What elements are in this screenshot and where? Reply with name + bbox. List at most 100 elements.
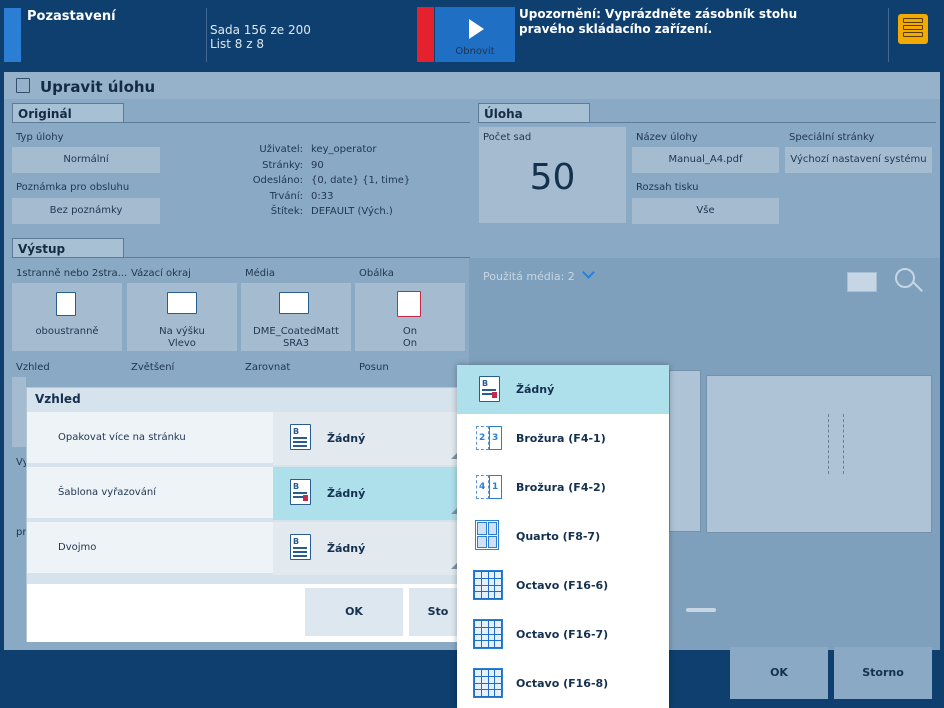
page-title: Upravit úlohu	[40, 78, 156, 96]
queue-server-icon[interactable]	[898, 14, 928, 44]
document-icon: B	[290, 479, 311, 505]
divider	[478, 122, 936, 123]
option-quarto-f8-7[interactable]: Quarto (F8-7)	[457, 512, 669, 561]
octavo-icon	[473, 619, 503, 649]
tab-original[interactable]: Originál	[12, 103, 124, 122]
edit-icon	[16, 78, 30, 93]
layout-tile[interactable]	[12, 377, 26, 447]
octavo-icon	[473, 668, 503, 698]
binding-orientation: Na výšku	[159, 326, 205, 337]
dialog-title: Vzhled	[35, 392, 81, 406]
resume-label: Obnovit	[455, 46, 495, 57]
panel-header: Upravit úlohu	[4, 72, 940, 99]
option-octavo-f16-7[interactable]: Octavo (F16-7)	[457, 610, 669, 659]
special-pages-field[interactable]: Výchozí nastavení systému	[785, 147, 932, 173]
dialog-footer: OK Sto	[27, 584, 467, 642]
option-none[interactable]: B Žádný	[457, 365, 669, 414]
zoom-icon[interactable]	[895, 268, 915, 288]
cover-tile[interactable]: On On	[355, 283, 465, 351]
truncated-label: pr	[16, 527, 27, 538]
double-label: Dvojmo	[58, 542, 97, 553]
cover-label: Obálka	[359, 268, 394, 279]
layout-dialog: Vzhled Opakovat více na stránku B Žádný …	[26, 387, 467, 642]
front-cover-value: On	[402, 326, 418, 337]
sides-tile[interactable]: oboustranně	[12, 283, 122, 351]
double-row: Dvojmo B Žádný	[27, 520, 467, 575]
dropdown-corner-icon	[451, 508, 457, 514]
binding-icon	[167, 292, 197, 314]
double-value: Žádný	[327, 542, 366, 555]
set-progress: Sada 156 ze 200	[210, 23, 311, 37]
print-range-field[interactable]: Vše	[632, 198, 779, 224]
option-label: Brožura (F4-1)	[516, 432, 606, 445]
operator-note-label: Poznámka pro obsluhu	[16, 182, 130, 193]
media-name: DME_CoatedMatt	[253, 326, 339, 337]
repeat-select[interactable]: B Žádný	[273, 412, 463, 465]
dropdown-corner-icon	[451, 563, 457, 569]
document-icon: B	[479, 376, 500, 402]
imposition-row: Šablona vyřazování B Žádný	[27, 465, 467, 520]
binding-edge-label: Vázací okraj	[131, 268, 191, 279]
tab-job[interactable]: Úloha	[478, 103, 590, 122]
info-key-pages: Stránky:	[262, 159, 303, 171]
zoom-label: Zvětšení	[131, 362, 175, 373]
job-name-field[interactable]: Manual_A4.pdf	[632, 147, 779, 173]
cancel-button[interactable]: Storno	[834, 647, 932, 699]
option-label: Brožura (F4-2)	[516, 481, 606, 494]
repeat-row: Opakovat více na stránku B Žádný	[27, 410, 467, 465]
resume-button[interactable]: Obnovit	[435, 7, 515, 62]
info-duration: 0:33	[311, 190, 334, 202]
preview-marks	[828, 414, 844, 474]
play-icon	[469, 19, 484, 39]
option-octavo-f16-8[interactable]: Octavo (F16-8)	[457, 659, 669, 708]
book-view-icon[interactable]	[847, 272, 877, 292]
status-accent	[4, 8, 21, 62]
job-name-label: Název úlohy	[636, 132, 698, 143]
top-status-bar: Pozastavení Sada 156 ze 200 List 8 z 8 O…	[0, 0, 944, 70]
operator-note-field[interactable]: Bez poznámky	[12, 198, 160, 224]
job-info-keys: Uživatel: Stránky: Odesláno: Trvání: Ští…	[200, 142, 303, 220]
imposition-select[interactable]: B Žádný	[273, 467, 463, 520]
option-label: Octavo (F16-8)	[516, 677, 609, 690]
info-user: key_operator	[311, 144, 377, 155]
info-key-sent: Odesláno:	[252, 175, 303, 186]
truncated-label: Vy	[16, 457, 29, 468]
double-select[interactable]: B Žádný	[273, 522, 463, 575]
option-label: Žádný	[516, 383, 555, 396]
option-octavo-f16-6[interactable]: Octavo (F16-6)	[457, 561, 669, 610]
imposition-value: Žádný	[327, 487, 366, 500]
repeat-label: Opakovat více na stránku	[58, 432, 186, 443]
duplex-icon	[56, 292, 76, 316]
media-icon	[279, 292, 309, 314]
cover-icon	[397, 291, 421, 317]
info-key-label: Štítek:	[270, 206, 303, 217]
ok-button[interactable]: OK	[730, 647, 828, 699]
preview-page-right	[706, 375, 932, 533]
layout-label: Vzhled	[16, 362, 50, 373]
sets-value: 50	[529, 157, 576, 198]
media-tile[interactable]: DME_CoatedMatt SRA3	[241, 283, 351, 351]
document-icon: B	[290, 424, 311, 450]
imposition-label: Šablona vyřazování	[58, 487, 156, 498]
media-used-toggle[interactable]: Použitá média: 2	[483, 266, 596, 283]
divider	[12, 122, 470, 123]
print-range-label: Rozsah tisku	[636, 182, 699, 193]
option-label: Octavo (F16-6)	[516, 579, 609, 592]
sides-value: oboustranně	[35, 326, 99, 337]
job-type-label: Typ úlohy	[16, 132, 64, 143]
sides-label: 1stranně nebo 2stra...	[16, 268, 128, 279]
job-type-field[interactable]: Normální	[12, 147, 160, 173]
dialog-ok-button[interactable]: OK	[305, 588, 403, 636]
octavo-icon	[473, 570, 503, 600]
tab-output[interactable]: Výstup	[12, 238, 124, 257]
sets-count-tile[interactable]: Počet sad 50	[479, 127, 626, 223]
alert-indicator	[417, 7, 434, 62]
binding-edge-tile[interactable]: Na výšku Vlevo	[127, 283, 237, 351]
preview-page-left	[669, 370, 701, 532]
align-label: Zarovnat	[245, 362, 291, 373]
slider-handle[interactable]	[686, 608, 716, 612]
special-pages-label: Speciální stránky	[789, 132, 875, 143]
